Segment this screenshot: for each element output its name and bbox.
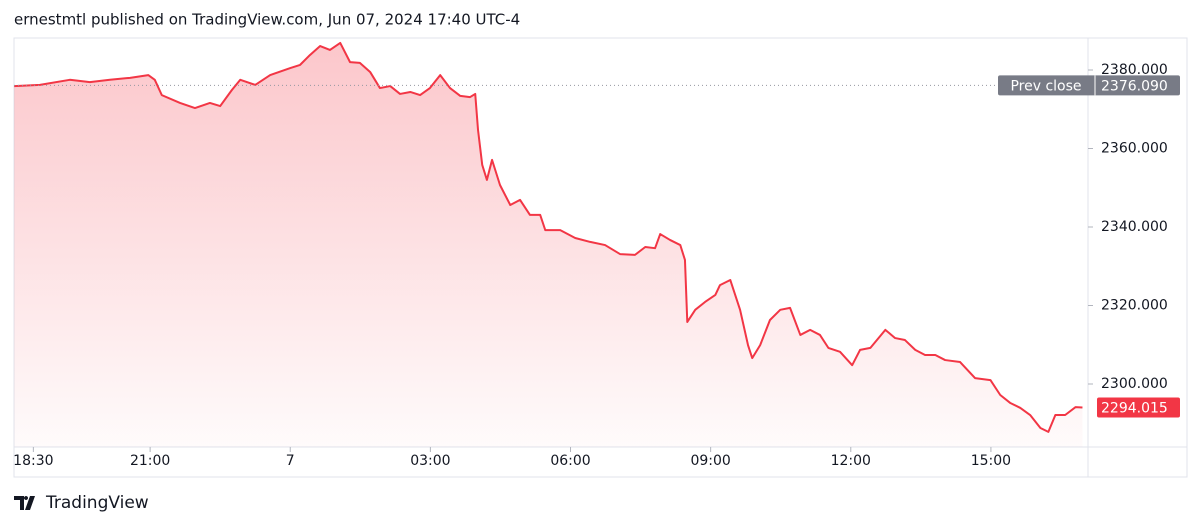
price-line: [14, 41, 1083, 433]
x-tick-label: 7: [286, 453, 295, 469]
x-tick-label: 15:00: [971, 453, 1011, 469]
y-tick-label: 2380.000: [1101, 62, 1168, 78]
header: ernestmtl published on TradingView.com, …: [14, 11, 520, 29]
x-tick-label: 18:30: [13, 453, 53, 469]
prev-close-value: 2376.090: [1101, 78, 1168, 94]
last-price-label: 2294.015: [1101, 400, 1168, 416]
overlay: Prev close 2376.090 2294.015: [998, 75, 1180, 418]
prev-close-label: Prev close: [1010, 78, 1081, 94]
y-tick-label: 2360.000: [1101, 140, 1168, 156]
x-tick-label: 09:00: [690, 453, 730, 469]
area-fill: [14, 42, 1083, 447]
y-tick-label: 2320.000: [1101, 297, 1168, 313]
brand-logo: [14, 496, 35, 510]
chart-frame: [13, 37, 1188, 478]
plot-area: [14, 41, 1088, 447]
x-tick-label: 21:00: [130, 453, 170, 469]
last-price-badge: [1097, 397, 1180, 418]
x-tick-label: 12:00: [831, 453, 871, 469]
y-tick-label: 2340.000: [1101, 219, 1168, 235]
brand-name: TradingView: [45, 493, 149, 513]
prev-close-badge: [998, 75, 1180, 96]
y-tick-label: 2300.000: [1101, 376, 1168, 392]
x-tick-label: 03:00: [410, 453, 450, 469]
x-tick-label: 06:00: [550, 453, 590, 469]
